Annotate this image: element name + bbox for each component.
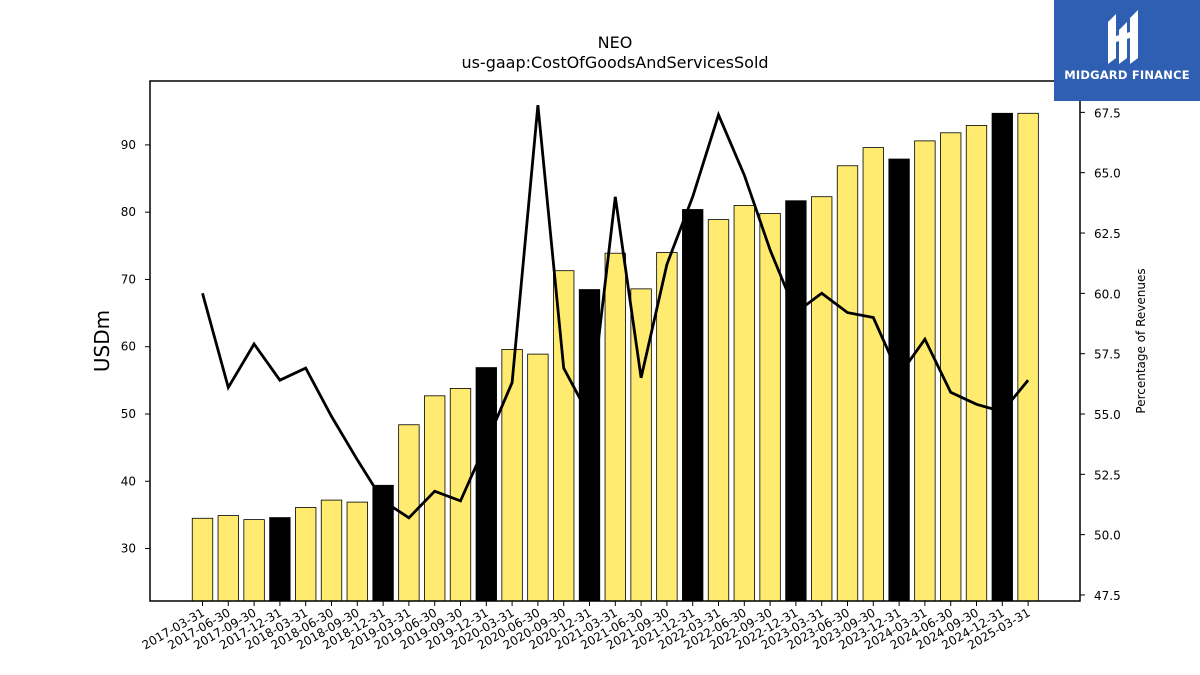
bar-2020-03-31	[501, 349, 523, 602]
y-tick-label: 40	[121, 474, 136, 488]
bar-2023-03-31	[811, 196, 833, 602]
bar-2023-09-30	[862, 147, 884, 602]
bar-2017-09-30	[243, 519, 265, 602]
y2-tick-label: 57.5	[1094, 348, 1121, 362]
y-tick-label: 50	[121, 407, 136, 421]
bar-2019-12-31	[475, 367, 497, 602]
left-axis-ticks: 30 40 50 60 70 80 90	[121, 138, 150, 556]
bar-2025-03-31	[1017, 112, 1039, 602]
bar-2018-06-30	[320, 499, 343, 602]
brand-logo: MIDGARD FINANCE	[1054, 0, 1200, 101]
bar-2022-09-30	[759, 213, 781, 602]
bar-2021-09-30	[656, 252, 678, 602]
y-tick-label: 30	[121, 542, 136, 556]
y2-tick-label: 47.5	[1094, 589, 1121, 603]
bar-2024-09-30	[965, 124, 988, 602]
bar-2020-09-30	[553, 270, 575, 602]
bar-2024-06-30	[940, 132, 962, 602]
right-axis-ticks: 47.5 50.0 52.5 55.0 57.5 60.0 62.5 65.0 67.5	[1080, 106, 1121, 603]
y2-tick-label: 60.0	[1094, 287, 1121, 301]
y2-tick-label: 65.0	[1094, 167, 1121, 181]
bar-2023-06-30	[836, 165, 859, 602]
bar-2018-12-31	[372, 484, 394, 602]
chart-subtitle: us-gaap:CostOfGoodsAndServicesSold	[461, 53, 768, 72]
y2-tick-label: 52.5	[1094, 468, 1121, 482]
y2-tick-label: 62.5	[1094, 227, 1121, 241]
bar-2017-03-31	[191, 517, 214, 602]
y-tick-label: 60	[121, 340, 136, 354]
percentage-line-group	[201, 104, 1030, 520]
bar-2021-03-31	[604, 252, 626, 602]
chart-title: NEO	[598, 33, 633, 52]
y-tick-label: 70	[121, 272, 136, 286]
bar-2024-03-31	[914, 140, 936, 602]
brand-name: MIDGARD FINANCE	[1064, 68, 1190, 82]
bar-2022-06-30	[733, 205, 755, 602]
bar-2017-06-30	[217, 515, 239, 602]
percentage-line	[201, 104, 1030, 520]
midgard-logo-icon	[1108, 10, 1138, 64]
bar-2023-12-31	[888, 158, 910, 602]
bar-2024-12-31	[991, 112, 1013, 602]
y-axis-label: USDm	[90, 310, 114, 372]
bar-2021-12-31	[682, 209, 704, 602]
bar-2019-09-30	[449, 388, 472, 602]
y-tick-label: 80	[121, 205, 136, 219]
bar-2022-03-31	[707, 219, 730, 602]
y2-tick-label: 50.0	[1094, 529, 1121, 543]
y2-tick-label: 67.5	[1094, 106, 1121, 120]
y-tick-label: 90	[121, 138, 136, 152]
y2-tick-label: 55.0	[1094, 408, 1121, 422]
x-axis-ticks: 2017-03-312017-06-302017-09-302017-12-31…	[140, 601, 1033, 652]
bar-2017-12-31	[269, 517, 291, 602]
bar-2018-03-31	[295, 507, 317, 602]
bar-2020-06-30	[527, 353, 549, 602]
y2-axis-label: Percentage of Revenues	[1134, 268, 1148, 413]
bar-2020-12-31	[578, 289, 601, 602]
bar-2022-12-31	[785, 200, 807, 602]
bar-2018-09-30	[346, 501, 368, 602]
